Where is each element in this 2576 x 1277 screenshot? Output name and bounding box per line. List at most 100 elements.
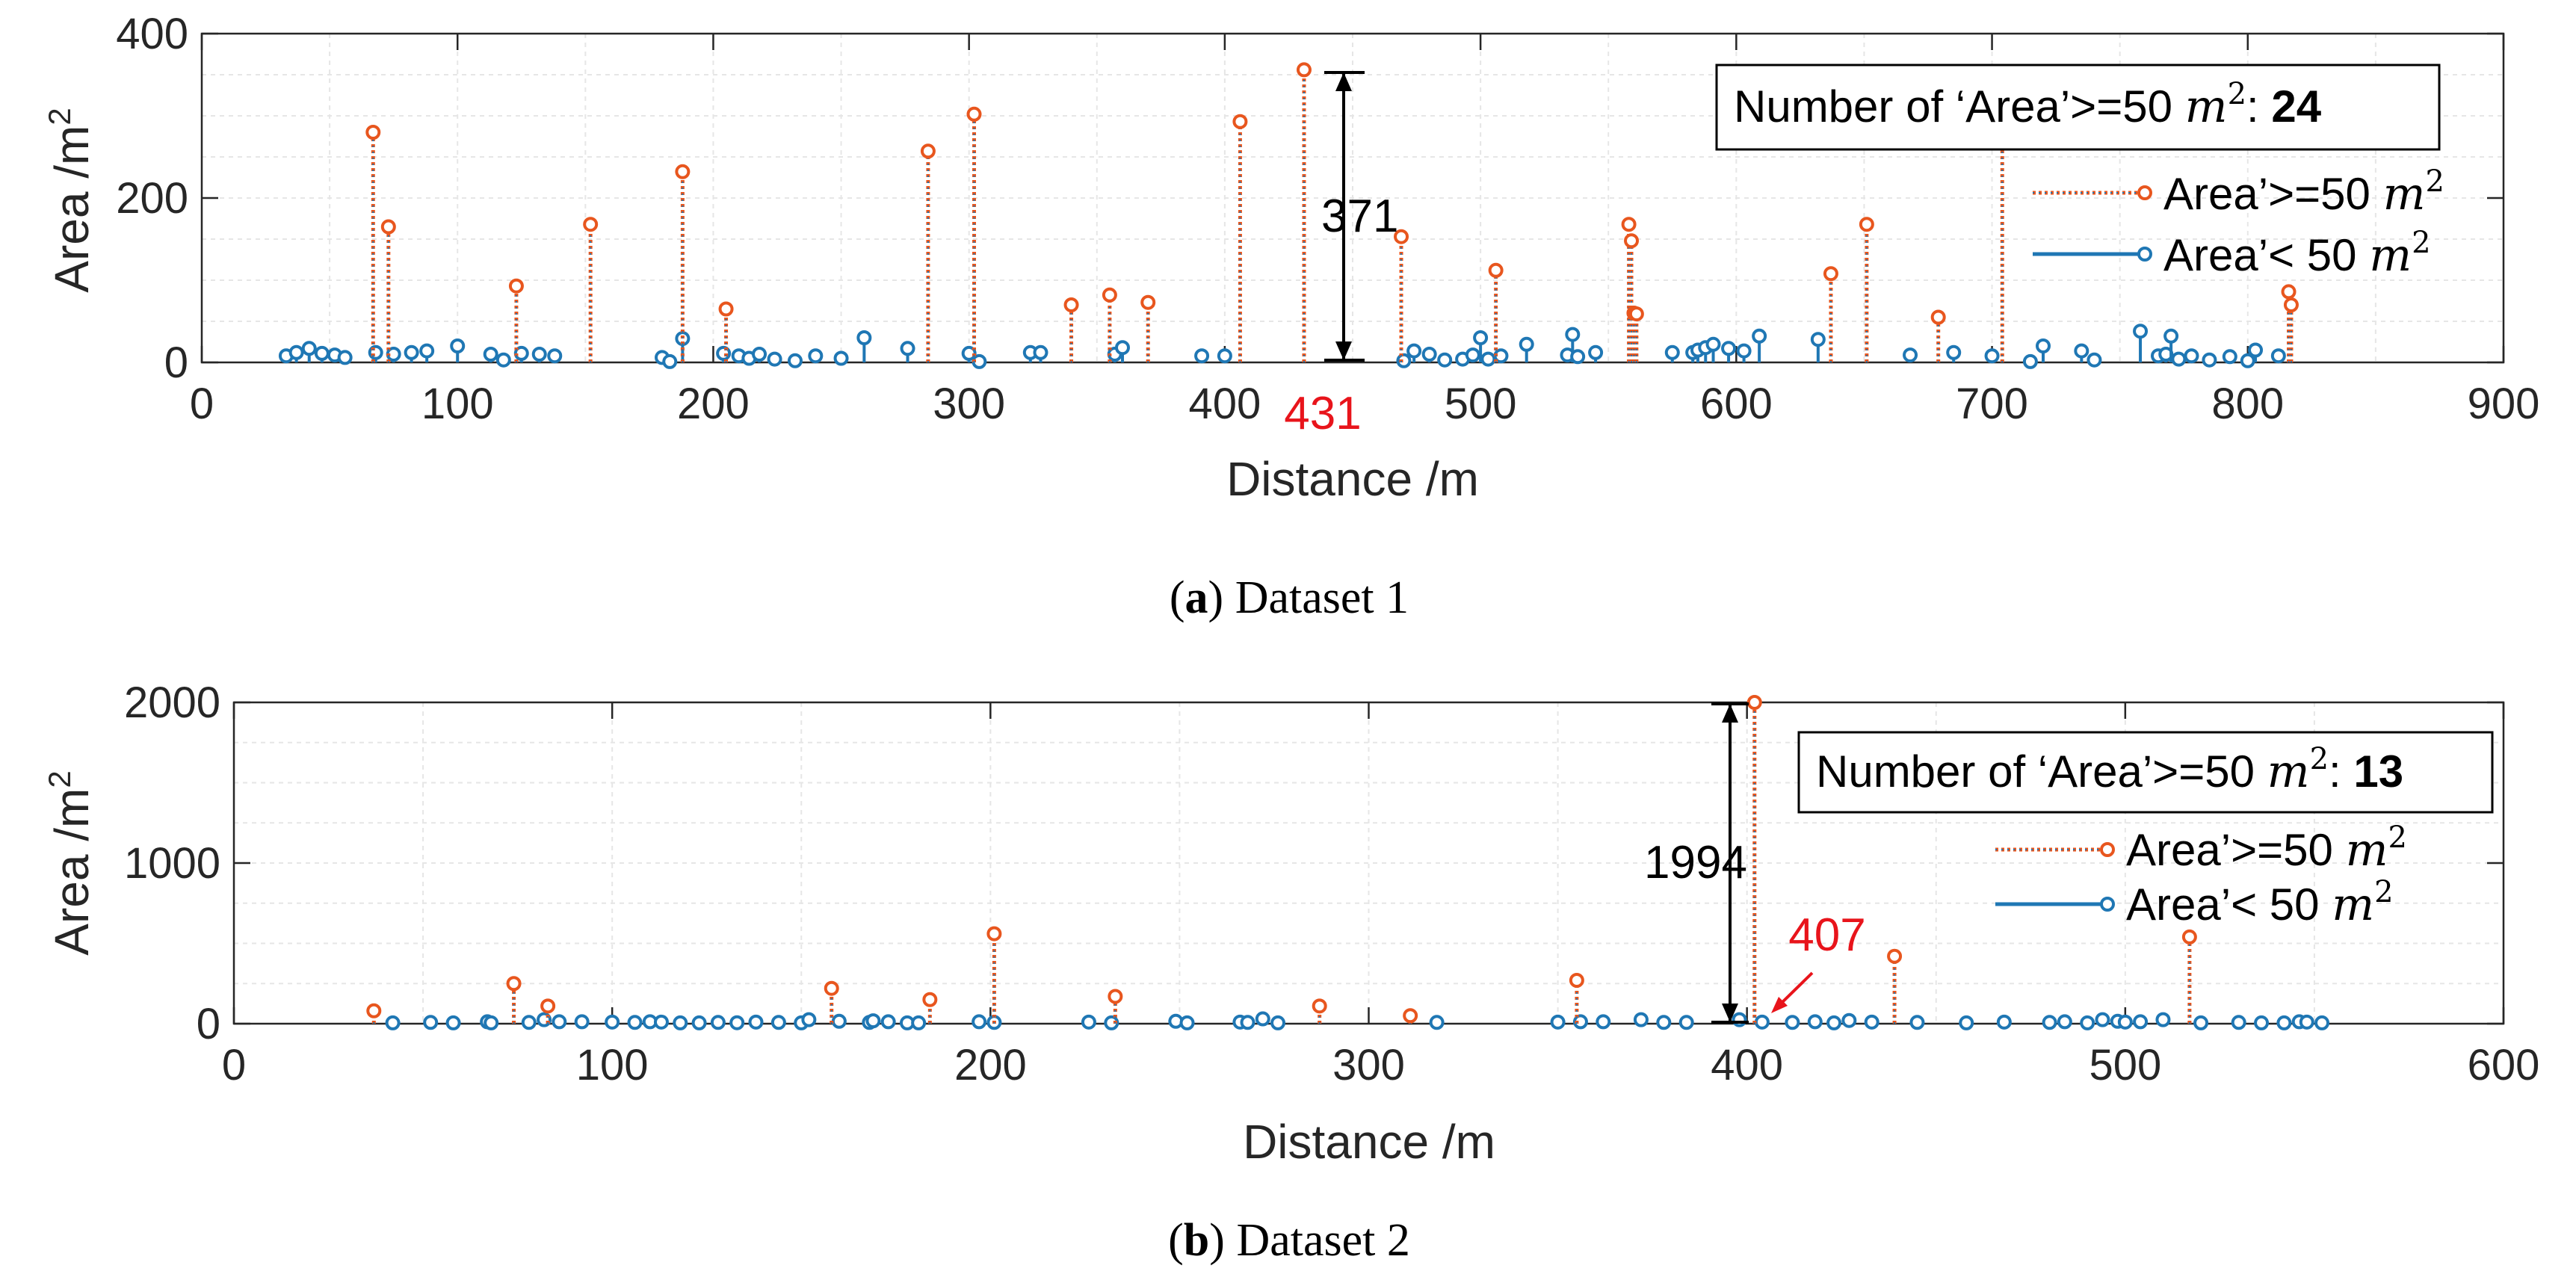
- point-small: [445, 1015, 461, 1030]
- point-small: [1081, 1014, 1096, 1030]
- point-large: [675, 164, 691, 179]
- point-small: [1721, 341, 1737, 356]
- point-small: [450, 338, 466, 353]
- point-small: [1572, 1014, 1588, 1030]
- point-small: [1194, 348, 1210, 364]
- point-small: [1752, 328, 1767, 344]
- span-arrowhead-bottom-b: [1722, 1004, 1738, 1022]
- point-small: [1841, 1012, 1857, 1028]
- point-small: [2036, 338, 2051, 353]
- point-small: [1807, 1014, 1823, 1030]
- point-small: [900, 341, 915, 356]
- point-small: [1656, 1015, 1672, 1030]
- point-large: [366, 1003, 382, 1018]
- x-tick-label: 100: [421, 380, 494, 428]
- point-small: [1179, 1015, 1195, 1030]
- point-small: [1754, 1014, 1770, 1030]
- point-large: [1394, 229, 1409, 244]
- point-small: [1705, 336, 1721, 352]
- point-large: [1628, 306, 1644, 322]
- point-small: [337, 350, 353, 365]
- x-tick-label: 400: [1711, 1041, 1783, 1089]
- point-small: [1588, 344, 1604, 360]
- x-tick-label: 100: [576, 1041, 649, 1089]
- point-large: [1624, 233, 1640, 249]
- point-large: [1621, 217, 1637, 232]
- x-tick-label: 300: [933, 380, 1005, 428]
- point-large: [1108, 989, 1123, 1004]
- point-large: [920, 143, 936, 159]
- point-large: [1746, 695, 1762, 710]
- point-small: [2022, 353, 2038, 369]
- span-label-b: 1994: [1644, 837, 1747, 888]
- count-box-a: Number of ‘Area’>=50 m2: 24: [1715, 64, 2441, 151]
- point-large: [966, 106, 982, 122]
- legend-label-large-a: Area’>=50 m2: [2163, 164, 2444, 220]
- point-small: [1396, 353, 1412, 368]
- point-small: [1565, 327, 1581, 342]
- point-large: [1403, 1008, 1418, 1024]
- point-large: [1296, 62, 1312, 78]
- point-small: [483, 347, 498, 362]
- point-small: [2057, 1014, 2072, 1030]
- span-arrowhead-top-a: [1335, 72, 1352, 91]
- caption-a: (a) Dataset 1: [1170, 572, 1409, 623]
- point-large: [540, 998, 556, 1014]
- legend-marker-large-b: [2100, 842, 2115, 857]
- point-large: [1569, 972, 1584, 988]
- span-arrowhead-top-b: [1722, 704, 1738, 723]
- point-small: [1519, 336, 1534, 352]
- point-large: [2281, 284, 2297, 300]
- point-small: [1732, 1012, 1747, 1027]
- x-tick-label: 0: [190, 380, 214, 428]
- y-tick-label: 0: [197, 1000, 220, 1048]
- point-small: [2270, 348, 2286, 364]
- point-small: [2133, 324, 2149, 339]
- point-small: [404, 344, 419, 360]
- point-small: [2193, 1015, 2209, 1030]
- y-tick-label: 2000: [124, 678, 220, 727]
- point-large: [1232, 114, 1248, 129]
- legend-b: Area’>=50 m2 Area’< 50 m2: [1995, 820, 2407, 931]
- point-small: [2171, 351, 2187, 367]
- y-tick-label: 1000: [124, 839, 220, 888]
- point-small: [880, 1014, 896, 1030]
- point-small: [856, 330, 872, 345]
- point-small: [1596, 1014, 1611, 1030]
- point-small: [767, 351, 782, 367]
- x-ticks-a: 0 100 200 300 400 500 600 700 800 900: [190, 34, 2539, 428]
- point-small: [1550, 1014, 1566, 1030]
- point-small: [770, 1015, 786, 1030]
- point-small: [752, 347, 767, 362]
- point-small: [801, 1012, 817, 1027]
- point-small: [833, 350, 849, 366]
- point-large: [506, 976, 522, 992]
- y-tick-label: 0: [164, 338, 188, 387]
- point-small: [787, 353, 803, 368]
- point-small: [2231, 1015, 2246, 1030]
- point-small: [1465, 347, 1480, 363]
- point-small: [552, 1014, 567, 1030]
- location-annotation-b: 407: [1771, 909, 1866, 1013]
- legend-label-small-b: Area’< 50 m2: [2126, 875, 2394, 931]
- panel-dataset-1: 0 200 400 0 100 200 300 400 500 600 700 800 900 Are…: [42, 10, 2539, 623]
- x-tick-label: 600: [2468, 1041, 2540, 1089]
- point-large: [1312, 998, 1327, 1014]
- y-axis-label-a: Area /m2: [42, 108, 99, 292]
- point-small: [2042, 1015, 2057, 1030]
- point-small: [2254, 1015, 2270, 1030]
- point-small: [710, 1015, 726, 1030]
- point-small: [1959, 1015, 1974, 1030]
- panel-dataset-2: 0 1000 2000 0 100 200 300 400 500 600 Area /m2 D…: [42, 678, 2539, 1266]
- point-small: [748, 1014, 764, 1030]
- point-small: [1864, 1014, 1880, 1030]
- point-large: [2283, 297, 2299, 312]
- point-small: [1104, 1015, 1119, 1030]
- point-small: [547, 348, 563, 364]
- point-small: [1406, 343, 1422, 359]
- point-small: [1217, 348, 1232, 364]
- point-large: [1102, 287, 1117, 303]
- x-ticks-b: 0 100 200 300 400 500 600: [222, 702, 2540, 1089]
- point-small: [808, 348, 824, 364]
